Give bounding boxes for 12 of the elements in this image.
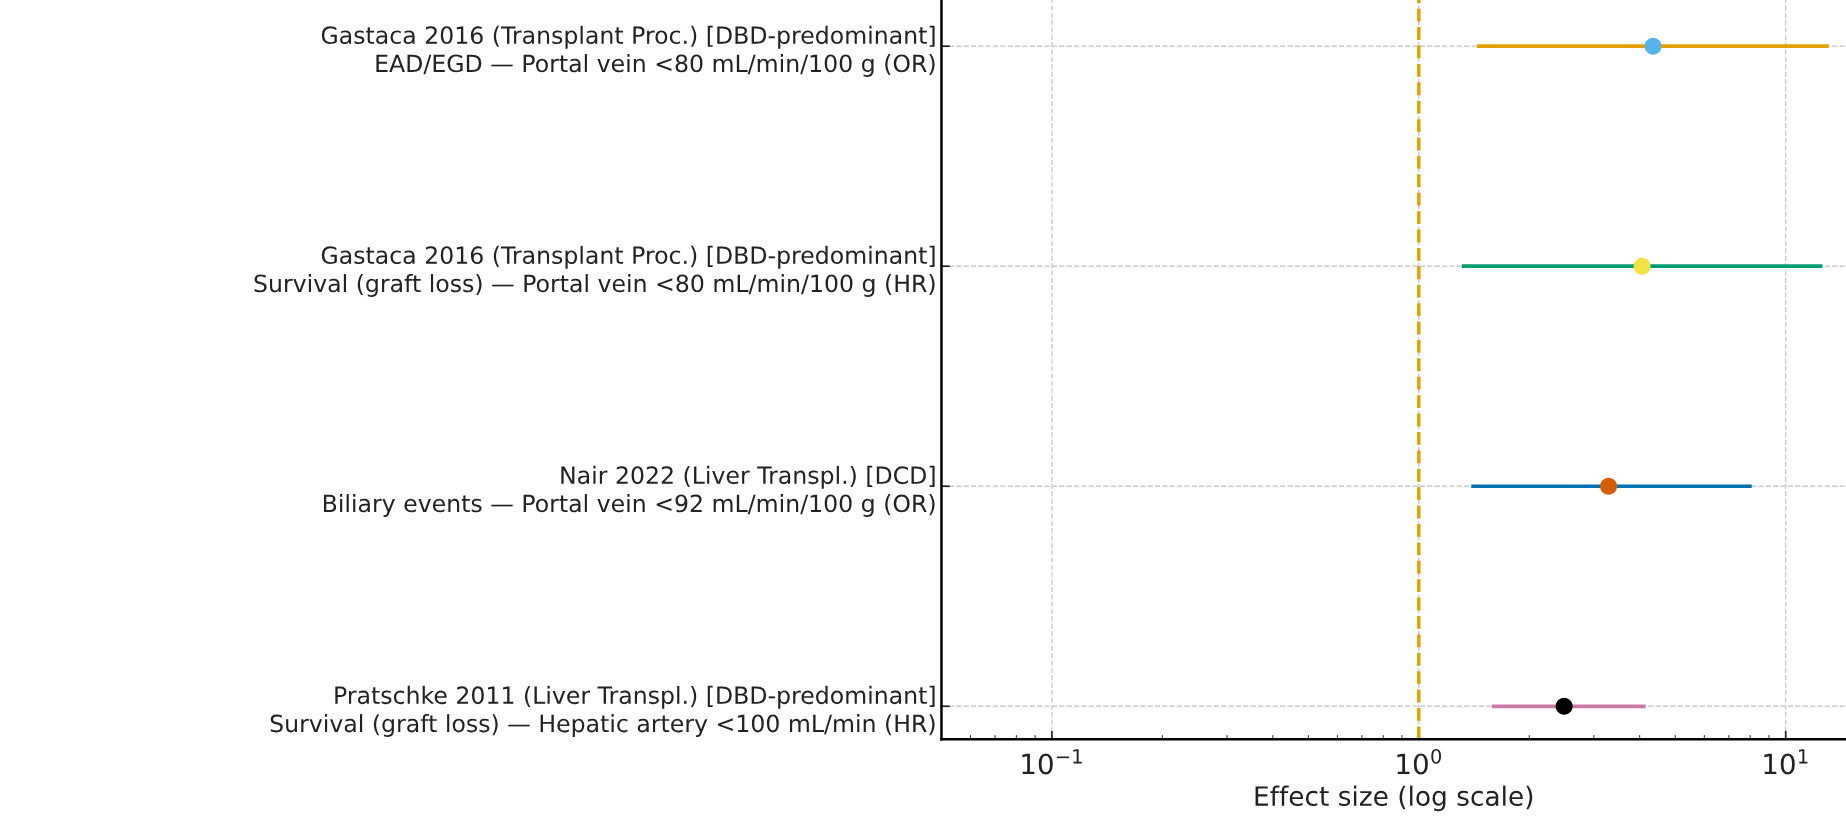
x-tick-label: 10$^{0}$ xyxy=(1397,748,1442,775)
bar xyxy=(1476,44,1829,49)
y-tick-label: Pratschke 2011 (Liver Transpl.) [DBD-predominant] Survival (graft loss) — Hepatic artery <100 mL/min (HR) xyxy=(270,685,935,737)
y-tick-label: Nair 2022 (Liver Transpl.) [DCD] Biliary events — Portal vein <92 mL/min/100 g (OR) xyxy=(323,465,935,517)
x-tick-label: 10$^{−1}$ xyxy=(1022,749,1082,775)
bar xyxy=(1471,484,1752,489)
y-tick-label: Gastaca 2016 (Transplant Proc.) [DBD-predominant] EAD/EGD — Portal vein <80 mL/min/100 g (OR) xyxy=(321,25,935,77)
x-axis-title: Effect size (log scale) xyxy=(1255,785,1533,812)
x-tick-label: 10$^{1}$ xyxy=(1764,749,1808,775)
bar xyxy=(1491,704,1646,709)
y-tick-label: Gastaca 2016 (Transplant Proc.) [DBD-predominant] Survival (graft loss) — Portal vein <80 mL/min/100 g (HR) xyxy=(254,245,935,297)
bar xyxy=(1461,264,1823,269)
